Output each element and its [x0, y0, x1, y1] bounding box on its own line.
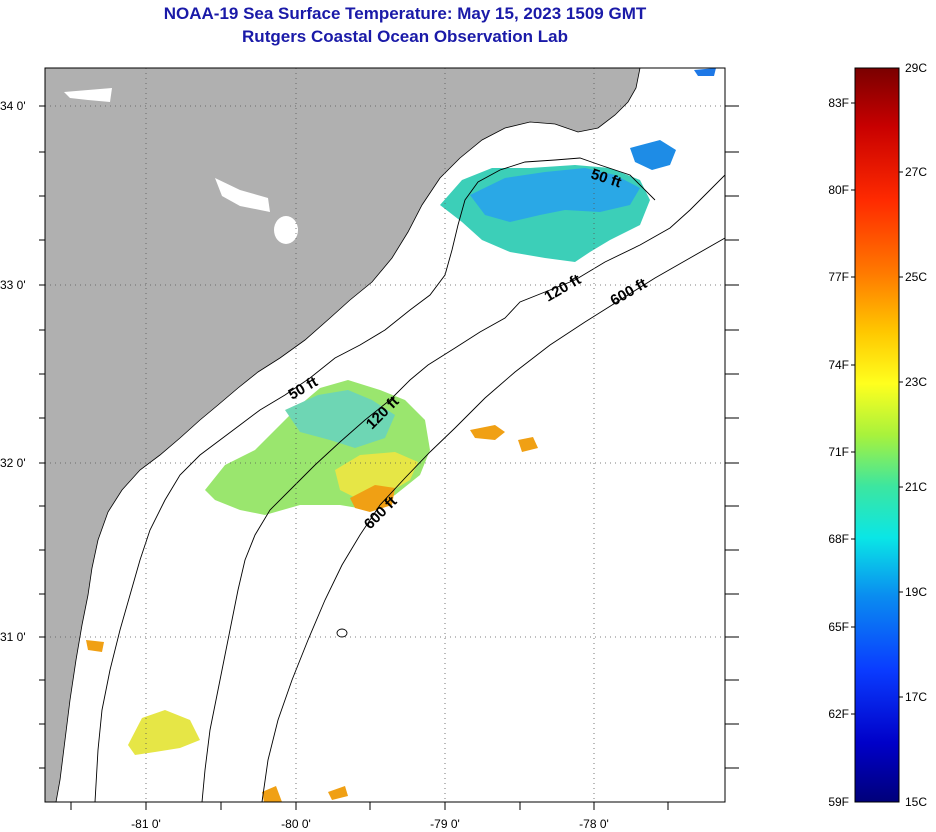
colorbar-f-label: 59F: [828, 795, 849, 809]
contour-120ft: [201, 174, 725, 802]
lon-label: -79 0': [430, 817, 460, 831]
colorbar-c-label: 27C: [905, 165, 927, 179]
colorbar-f-label: 65F: [828, 620, 849, 634]
colorbar-f-label: 74F: [828, 358, 849, 372]
cloud-gap: [64, 88, 112, 102]
map-title: NOAA-19 Sea Surface Temperature: May 15,…: [163, 4, 647, 23]
lon-label: -78 0': [579, 817, 609, 831]
colorbar-f-label: 80F: [828, 183, 849, 197]
map-frame: [44, 67, 726, 803]
colorbar-c-label: 19C: [905, 585, 927, 599]
colorbar-c-label: 25C: [905, 270, 927, 284]
cloud-gap: [274, 216, 298, 244]
sst-patch-north-blue-small: [694, 68, 716, 76]
lon-label: -81 0': [131, 817, 161, 831]
colorbar-f-label: 68F: [828, 532, 849, 546]
gridlines: [45, 68, 725, 802]
contour-600ft: [261, 237, 725, 802]
sst-patch-offshore-1: [470, 425, 505, 440]
sst-patch-north-cool: [470, 168, 640, 222]
sst-patch-south-hot: [262, 786, 282, 802]
lat-label: 34 0': [0, 99, 26, 113]
sst-patch-sw: [86, 640, 104, 652]
cloud-gap: [215, 178, 270, 212]
lat-label: 31 0': [0, 630, 26, 644]
sst-patch-mid-cool: [285, 390, 395, 448]
sst-patch-north-blue: [630, 140, 676, 170]
map-subtitle: Rutgers Coastal Ocean Observation Lab: [242, 27, 568, 46]
axis-ticks: [39, 105, 739, 810]
colorbar-ticks: [851, 102, 903, 715]
colorbar-f-label: 62F: [828, 707, 849, 721]
lon-label: -80 0': [281, 817, 311, 831]
sst-patch-mid-hot: [350, 485, 395, 512]
seamount-contour: [336, 628, 348, 638]
sst-patch-mid-warm: [335, 452, 418, 500]
colorbar-c-label: 15C: [905, 795, 927, 809]
colorbar-f-label: 71F: [828, 445, 849, 459]
lat-label: 33 0': [0, 278, 26, 292]
colorbar: [854, 67, 900, 803]
colorbar-f-label: 77F: [828, 270, 849, 284]
sst-patch-south-hot-2: [328, 786, 348, 800]
colorbar-c-label: 21C: [905, 480, 927, 494]
colorbar-c-label: 17C: [905, 690, 927, 704]
contour-50ft: [94, 157, 656, 802]
colorbar-c-label: 29C: [905, 61, 927, 75]
lat-label: 32 0': [0, 456, 26, 470]
colorbar-c-label: 23C: [905, 375, 927, 389]
sst-patch-offshore-2: [518, 437, 538, 452]
colorbar-f-label: 83F: [828, 96, 849, 110]
